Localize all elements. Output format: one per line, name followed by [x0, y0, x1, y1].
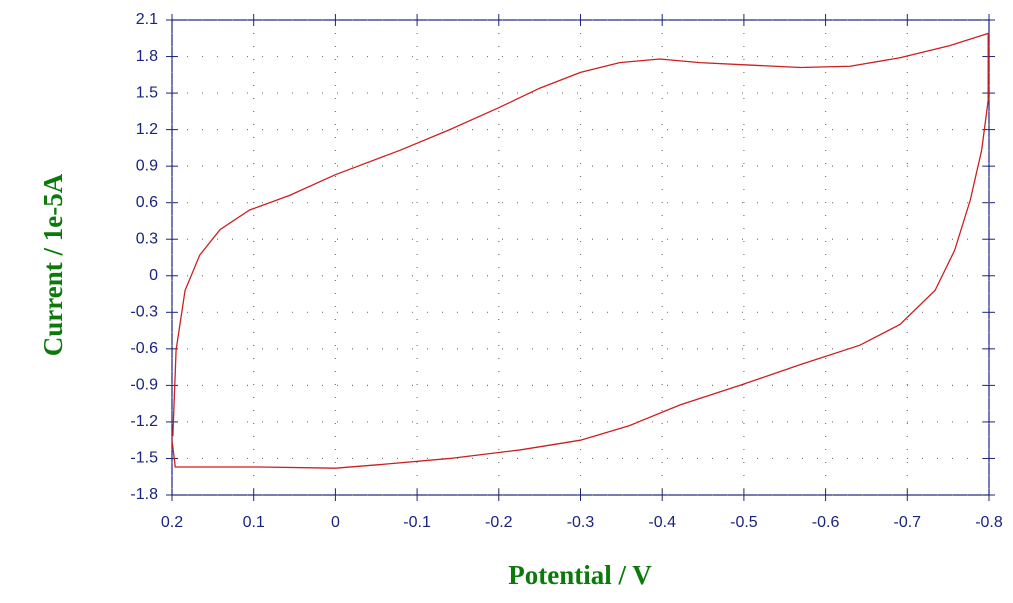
x-tick-label: -0.1	[403, 514, 431, 531]
x-tick-label: 0.1	[243, 514, 265, 531]
y-tick-label: 1.2	[136, 121, 158, 138]
y-tick-label: -0.9	[130, 377, 158, 394]
y-tick-label: -0.3	[130, 304, 158, 321]
x-tick-label: -0.2	[485, 514, 513, 531]
y-axis-label: Current / 1e-5A	[38, 173, 68, 356]
y-tick-label: 0.9	[136, 157, 158, 174]
data-line	[171, 32, 989, 469]
x-tick-label: -0.7	[894, 514, 922, 531]
x-tick-label: -0.3	[567, 514, 595, 531]
y-tick-label: 2.1	[136, 11, 158, 28]
y-tick-label: 0	[149, 267, 158, 284]
y-tick-label: 0.3	[136, 230, 158, 247]
x-tick-label: -0.5	[730, 514, 758, 531]
x-tick-label: -0.6	[812, 514, 840, 531]
y-tick-label: 1.8	[136, 48, 158, 65]
x-tick-label: 0	[331, 514, 340, 531]
y-tick-label: -1.2	[130, 413, 158, 430]
y-tick-label: -0.6	[130, 340, 158, 357]
x-tick-label: -0.8	[975, 514, 1003, 531]
x-tick-label: 0.2	[161, 514, 183, 531]
x-axis-label: Potential / V	[508, 560, 652, 590]
y-tick-label: -1.5	[130, 450, 158, 467]
y-tick-label: -1.8	[130, 486, 158, 503]
y-tick-label: 0.6	[136, 194, 158, 211]
y-tick-label: 1.5	[136, 84, 158, 101]
x-tick-label: -0.4	[648, 514, 676, 531]
